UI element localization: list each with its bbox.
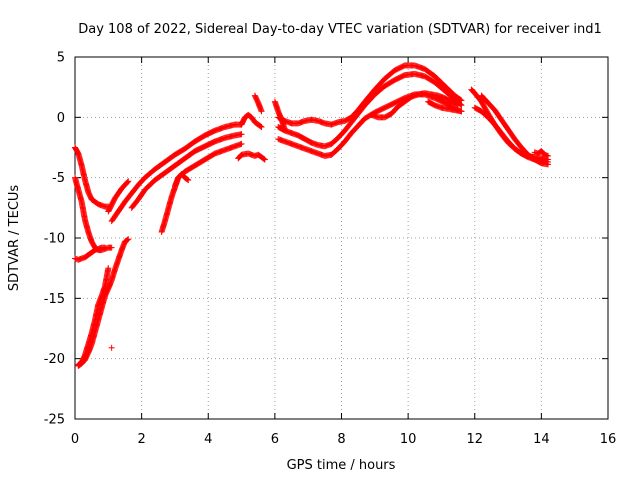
x-tick-label: 0 [71, 432, 79, 447]
data-point [545, 161, 552, 168]
data-point [257, 123, 264, 130]
data-point [184, 176, 191, 183]
grid [75, 57, 608, 419]
data-point [125, 178, 132, 185]
x-tick-label: 2 [137, 432, 145, 447]
data-points [72, 62, 552, 369]
data-point [258, 108, 265, 115]
data-point [124, 179, 131, 186]
data-point [238, 131, 245, 138]
data-point [545, 152, 552, 159]
data-point [108, 244, 115, 251]
y-tick-label: 5 [57, 51, 65, 66]
data-point [125, 236, 132, 243]
data-point [101, 244, 108, 251]
data-point [105, 265, 112, 272]
axis-ticks: 0 2 4 6 8 10 12 14 16 5 0 -5 -10 -15 -20 -25 [44, 51, 617, 448]
y-tick-label: 0 [57, 111, 65, 126]
y-tick-label: -20 [44, 352, 65, 367]
data-point [261, 156, 268, 163]
x-tick-label: 14 [533, 432, 550, 447]
x-tick-label: 16 [600, 432, 617, 447]
x-tick-label: 6 [271, 432, 279, 447]
data-point [238, 140, 245, 147]
y-tick-label: -5 [52, 171, 65, 186]
data-point [124, 236, 131, 243]
y-tick-label: -15 [44, 292, 65, 307]
data-point [455, 102, 462, 109]
chart-title: Day 108 of 2022, Sidereal Day-to-day VTE… [78, 22, 602, 37]
x-axis-label: GPS time / hours [287, 458, 396, 473]
y-tick-label: -25 [44, 413, 65, 428]
y-tick-label: -10 [44, 232, 65, 247]
data-point [454, 101, 461, 108]
x-tick-label: 10 [400, 432, 417, 447]
x-tick-label: 8 [337, 432, 345, 447]
x-tick-label: 4 [204, 432, 212, 447]
data-point [261, 155, 268, 162]
data-point [458, 108, 465, 115]
data-point [258, 123, 265, 130]
data-point [185, 177, 192, 184]
x-tick-label: 12 [466, 432, 483, 447]
data-point [108, 344, 115, 351]
y-axis-label: SDTVAR / TECUs [7, 185, 22, 292]
